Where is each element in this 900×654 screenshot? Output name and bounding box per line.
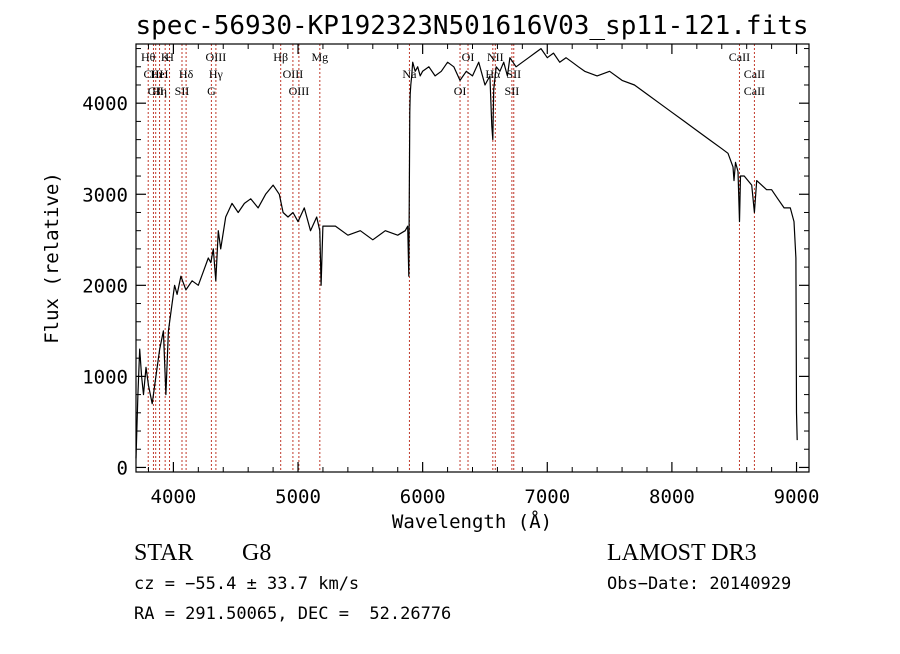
line-marker-label: NII	[487, 50, 504, 64]
x-tick-label: 6000	[400, 486, 446, 508]
line-marker-label: CaII	[729, 50, 750, 64]
x-tick-label: 5000	[275, 486, 321, 508]
line-marker-label: Mg	[311, 50, 328, 64]
y-tick-label: 4000	[82, 93, 128, 115]
chart-title: spec-56930-KP192323N501616V03_sp11-121.f…	[135, 11, 808, 41]
line-marker-label: Hθ	[141, 50, 156, 64]
plot-frame	[135, 43, 810, 473]
observation-date: Obs−Date: 20140929	[607, 574, 791, 594]
y-axis-ticks: 0 1000 2000 3000 4000	[82, 48, 809, 479]
line-marker-label: Hη	[152, 84, 167, 98]
object-class: STAR	[134, 540, 193, 566]
x-axis-label: Wavelength (Å)	[392, 510, 552, 533]
line-marker-label: CaII	[744, 84, 765, 98]
line-marker-label: OI	[462, 50, 475, 64]
x-tick-label: 7000	[524, 486, 570, 508]
line-marker-label: Hβ	[273, 50, 288, 64]
line-marker-label: HeI	[151, 67, 169, 81]
x-axis-ticks: 4000 5000 6000 7000 8000 9000	[147, 44, 820, 508]
y-axis-label: Flux (relative)	[41, 172, 63, 344]
line-marker-label: Hδ	[179, 67, 194, 81]
line-marker-label: SII	[506, 67, 521, 81]
coordinates-readout: RA = 291.50065, DEC = 52.26776	[134, 604, 451, 624]
line-marker-label: CIII	[143, 67, 163, 81]
line-marker-label: SII	[505, 84, 520, 98]
line-marker-label: CII	[148, 84, 164, 98]
line-marker-label: OIII	[283, 67, 304, 81]
y-tick-label: 1000	[82, 366, 128, 388]
line-marker-label: CaII	[744, 67, 765, 81]
line-marker-label: G	[207, 84, 216, 98]
line-marker-label: K	[161, 50, 170, 64]
line-marker-label: OIII	[206, 50, 227, 64]
x-tick-label: 8000	[649, 486, 695, 508]
line-marker-label: Na	[402, 67, 417, 81]
line-marker-label: Hγ	[209, 67, 224, 81]
x-tick-label: 4000	[151, 486, 197, 508]
line-marker-label: OIII	[289, 84, 310, 98]
y-tick-label: 0	[117, 457, 128, 479]
survey-name: LAMOST DR3	[607, 540, 757, 566]
y-tick-label: 2000	[82, 275, 128, 297]
line-marker-label: SII	[175, 84, 190, 98]
line-marker-labels: Hθ CIII CII K HeI Hη H Hδ SII OIII Hγ G Hβ OIII OIII Mg…	[141, 50, 765, 98]
x-tick-label: 9000	[774, 486, 820, 508]
subclass: G8	[242, 540, 271, 566]
y-tick-label: 3000	[82, 184, 128, 206]
redshift-readout: cz = −55.4 ± 33.7 km/s	[134, 574, 359, 594]
line-markers	[147, 44, 755, 472]
line-marker-label: H	[165, 50, 174, 64]
spectrum-series-line	[135, 48, 798, 459]
line-marker-label: OI	[454, 84, 467, 98]
